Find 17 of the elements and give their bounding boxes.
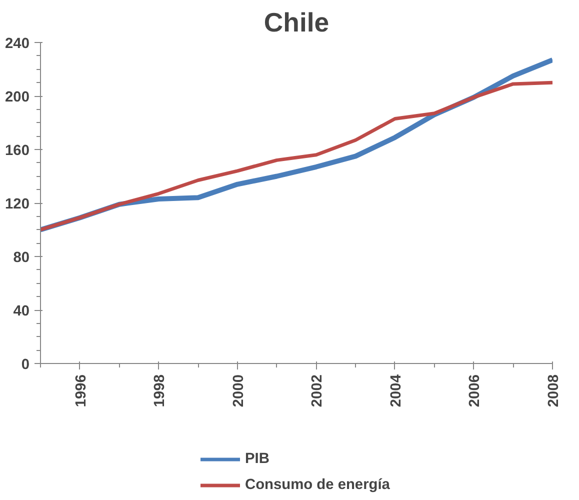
x-tick-label: 2002 <box>310 374 326 408</box>
chart-title: Chile <box>264 8 330 38</box>
x-tick-label: 1996 <box>73 374 90 408</box>
legend-label: Consumo de energía <box>245 477 390 493</box>
x-tick-label: 1998 <box>152 374 168 408</box>
y-tick-label: 200 <box>5 90 30 106</box>
y-tick-label: 240 <box>5 36 30 52</box>
y-tick-label: 120 <box>5 196 30 212</box>
y-tick-label: 160 <box>5 143 30 159</box>
y-tick-label: 40 <box>13 304 30 320</box>
x-tick-label: 2006 <box>467 374 484 408</box>
y-tick-label: 80 <box>13 250 30 266</box>
x-tick-label: 2004 <box>388 374 404 408</box>
y-tick-label: 0 <box>21 357 30 373</box>
x-tick-label: 2000 <box>230 374 247 408</box>
x-tick-label: 2008 <box>546 374 562 408</box>
legend-label: PIB <box>245 451 270 467</box>
